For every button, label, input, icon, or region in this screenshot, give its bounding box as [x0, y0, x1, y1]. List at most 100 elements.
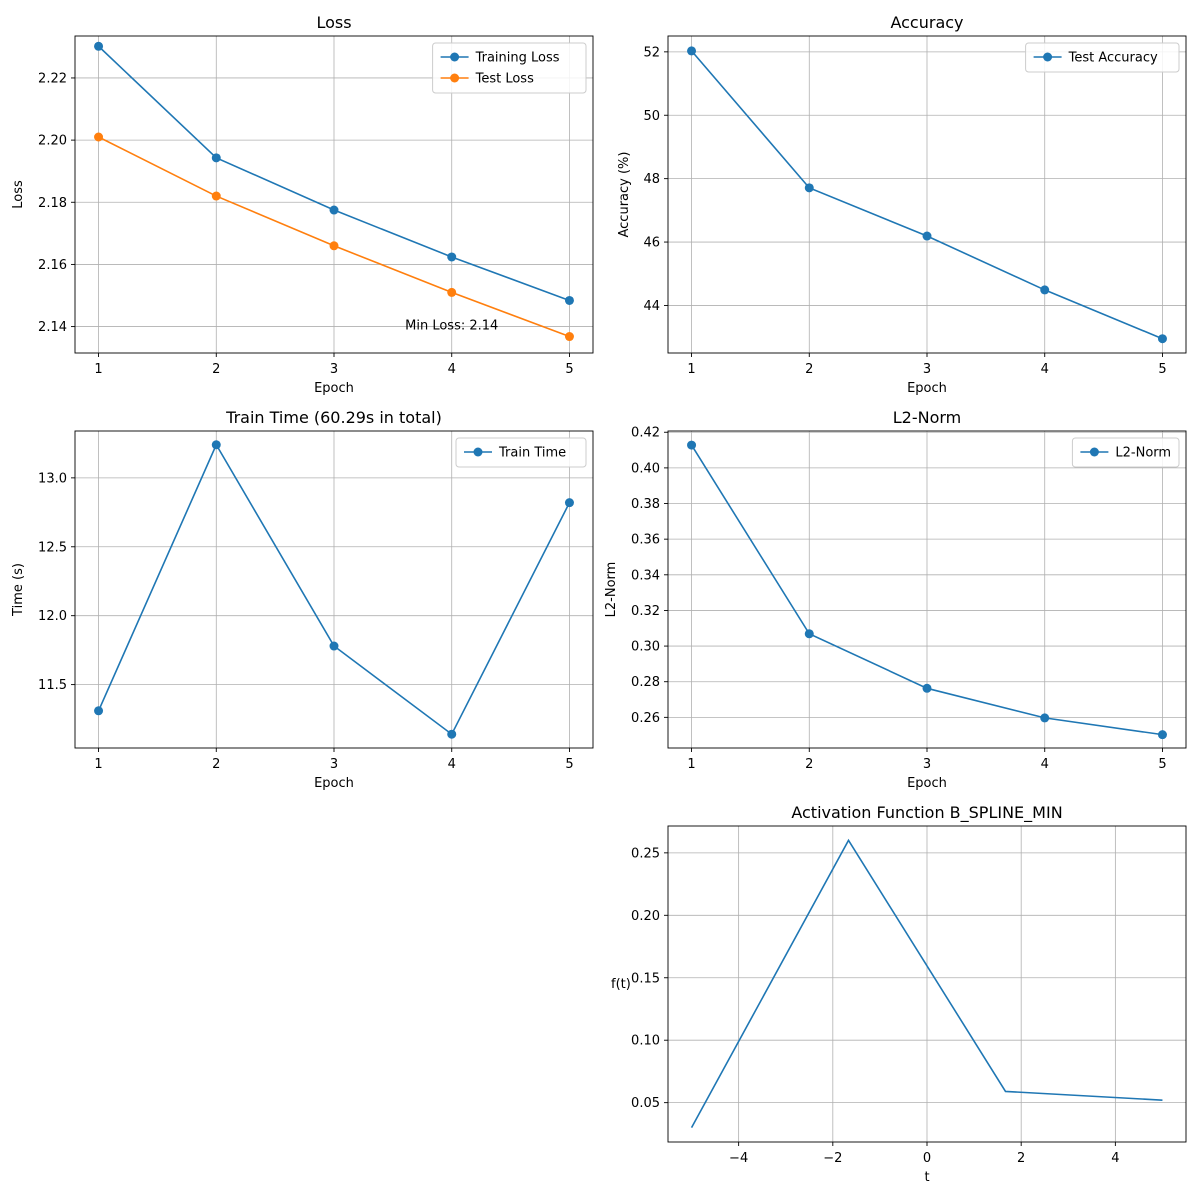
x-tick-label: 5 — [565, 362, 573, 377]
data-point — [564, 498, 574, 508]
legend: L2-Norm — [1071, 437, 1180, 468]
y-tick-label: 0.28 — [631, 675, 660, 690]
panel-accuracy: 1 2 3 4 5 44 46 48 50 52 Accuracy Epoch Accuracy (%)… — [617, 13, 1187, 396]
x-tick-label: 3 — [923, 362, 931, 377]
data-point — [922, 683, 932, 693]
data-point — [447, 252, 457, 262]
x-tick-label: 1 — [94, 362, 102, 377]
legend-label: L2-Norm — [1115, 446, 1171, 461]
y-tick-label: 0.40 — [631, 461, 660, 476]
x-tick-label: 2 — [212, 757, 220, 772]
data-point — [1157, 334, 1167, 344]
x-tick-label: 5 — [1158, 757, 1166, 772]
legend: Train Time — [455, 437, 587, 468]
data-point — [687, 46, 697, 56]
legend: Training Loss Test Loss — [432, 42, 587, 94]
y-tick-label: 52 — [643, 45, 660, 60]
legend-marker — [1043, 52, 1053, 62]
data-point — [687, 440, 697, 450]
legend-label: Test Loss — [475, 72, 534, 87]
x-tick-label: −2 — [823, 1151, 842, 1166]
x-axis-label: Epoch — [907, 776, 947, 791]
y-tick-label: 2.14 — [38, 320, 67, 335]
chart-title: Loss — [316, 13, 351, 32]
y-tick-label: 44 — [643, 299, 660, 314]
data-point — [1040, 285, 1050, 295]
x-tick-label: 0 — [923, 1151, 931, 1166]
x-tick-label: 4 — [448, 362, 456, 377]
annotation-text: Min Loss: 2.14 — [405, 319, 498, 334]
x-tick-label: 2 — [805, 757, 813, 772]
data-point — [211, 440, 221, 450]
y-tick-label: 2.20 — [38, 134, 67, 149]
x-tick-label: −4 — [729, 1151, 748, 1166]
x-tick-label: 3 — [330, 362, 338, 377]
data-point — [564, 332, 574, 342]
y-tick-label: 2.22 — [38, 71, 67, 86]
data-point — [94, 41, 104, 51]
panel-loss: 1 2 3 4 5 2.14 2.16 2.18 2.20 2.22 Loss Epoch Loss Mi… — [11, 13, 594, 396]
y-tick-label: 0.38 — [631, 497, 660, 512]
data-point — [1040, 713, 1050, 723]
y-tick-label: 50 — [643, 109, 660, 124]
data-point — [447, 729, 457, 739]
y-axis-label: Accuracy (%) — [617, 152, 632, 238]
x-axis-label: Epoch — [314, 381, 354, 396]
y-tick-label: 0.30 — [631, 640, 660, 655]
x-tick-label: 2 — [805, 362, 813, 377]
data-point — [804, 183, 814, 193]
x-tick-label: 4 — [1111, 1151, 1119, 1166]
x-tick-label: 3 — [923, 757, 931, 772]
y-tick-label: 12.0 — [38, 609, 67, 624]
legend-label: Train Time — [498, 446, 566, 461]
y-tick-label: 0.32 — [631, 604, 660, 619]
y-tick-label: 13.0 — [38, 471, 67, 486]
y-tick-label: 2.16 — [38, 258, 67, 273]
data-point — [447, 287, 457, 297]
data-point — [329, 641, 339, 651]
legend-label: Test Accuracy — [1068, 51, 1158, 66]
y-tick-label: 11.5 — [38, 678, 67, 693]
y-tick-label: 0.36 — [631, 533, 660, 548]
x-tick-label: 4 — [1041, 362, 1049, 377]
chart-title: Accuracy — [890, 13, 963, 32]
legend-marker — [1089, 447, 1099, 457]
y-tick-label: 0.25 — [631, 846, 660, 861]
y-axis-label: Time (s) — [11, 563, 26, 617]
data-point — [329, 241, 339, 251]
y-axis-label: f(t) — [611, 977, 631, 992]
series-line — [690, 838, 1163, 1129]
x-tick-label: 4 — [448, 757, 456, 772]
x-axis-label: Epoch — [314, 776, 354, 791]
legend-box — [1025, 42, 1180, 73]
data-point — [1157, 730, 1167, 740]
y-axis-label: L2-Norm — [604, 562, 619, 618]
data-point — [564, 295, 574, 305]
legend-marker — [473, 447, 483, 457]
x-axis-label: t — [924, 1170, 929, 1185]
y-tick-label: 48 — [643, 172, 660, 187]
chart-title: L2-Norm — [893, 408, 962, 427]
x-tick-label: 1 — [687, 362, 695, 377]
panel-activation: −4 −2 0 2 4 0.05 0.10 0.15 0.20 0.25 Activation Fu… — [611, 803, 1187, 1185]
legend-marker — [450, 73, 460, 83]
data-point — [94, 706, 104, 716]
legend: Test Accuracy — [1025, 42, 1180, 73]
y-tick-label: 0.05 — [631, 1096, 660, 1111]
y-tick-label: 0.26 — [631, 711, 660, 726]
chart-title: Activation Function B_SPLINE_MIN — [791, 803, 1062, 823]
panel-train-time: 1 2 3 4 5 11.5 12.0 12.5 13.0 Train Time (60.29s … — [11, 408, 594, 791]
legend-box — [432, 42, 587, 94]
x-tick-label: 5 — [565, 757, 573, 772]
y-tick-label: 46 — [643, 236, 660, 251]
x-tick-label: 3 — [330, 757, 338, 772]
x-tick-label: 5 — [1158, 362, 1166, 377]
data-point — [94, 132, 104, 142]
x-tick-label: 4 — [1041, 757, 1049, 772]
chart-title: Train Time (60.29s in total) — [225, 408, 442, 427]
legend-box — [1071, 437, 1180, 468]
data-point — [329, 205, 339, 215]
y-tick-label: 2.18 — [38, 196, 67, 211]
data-point — [211, 191, 221, 201]
